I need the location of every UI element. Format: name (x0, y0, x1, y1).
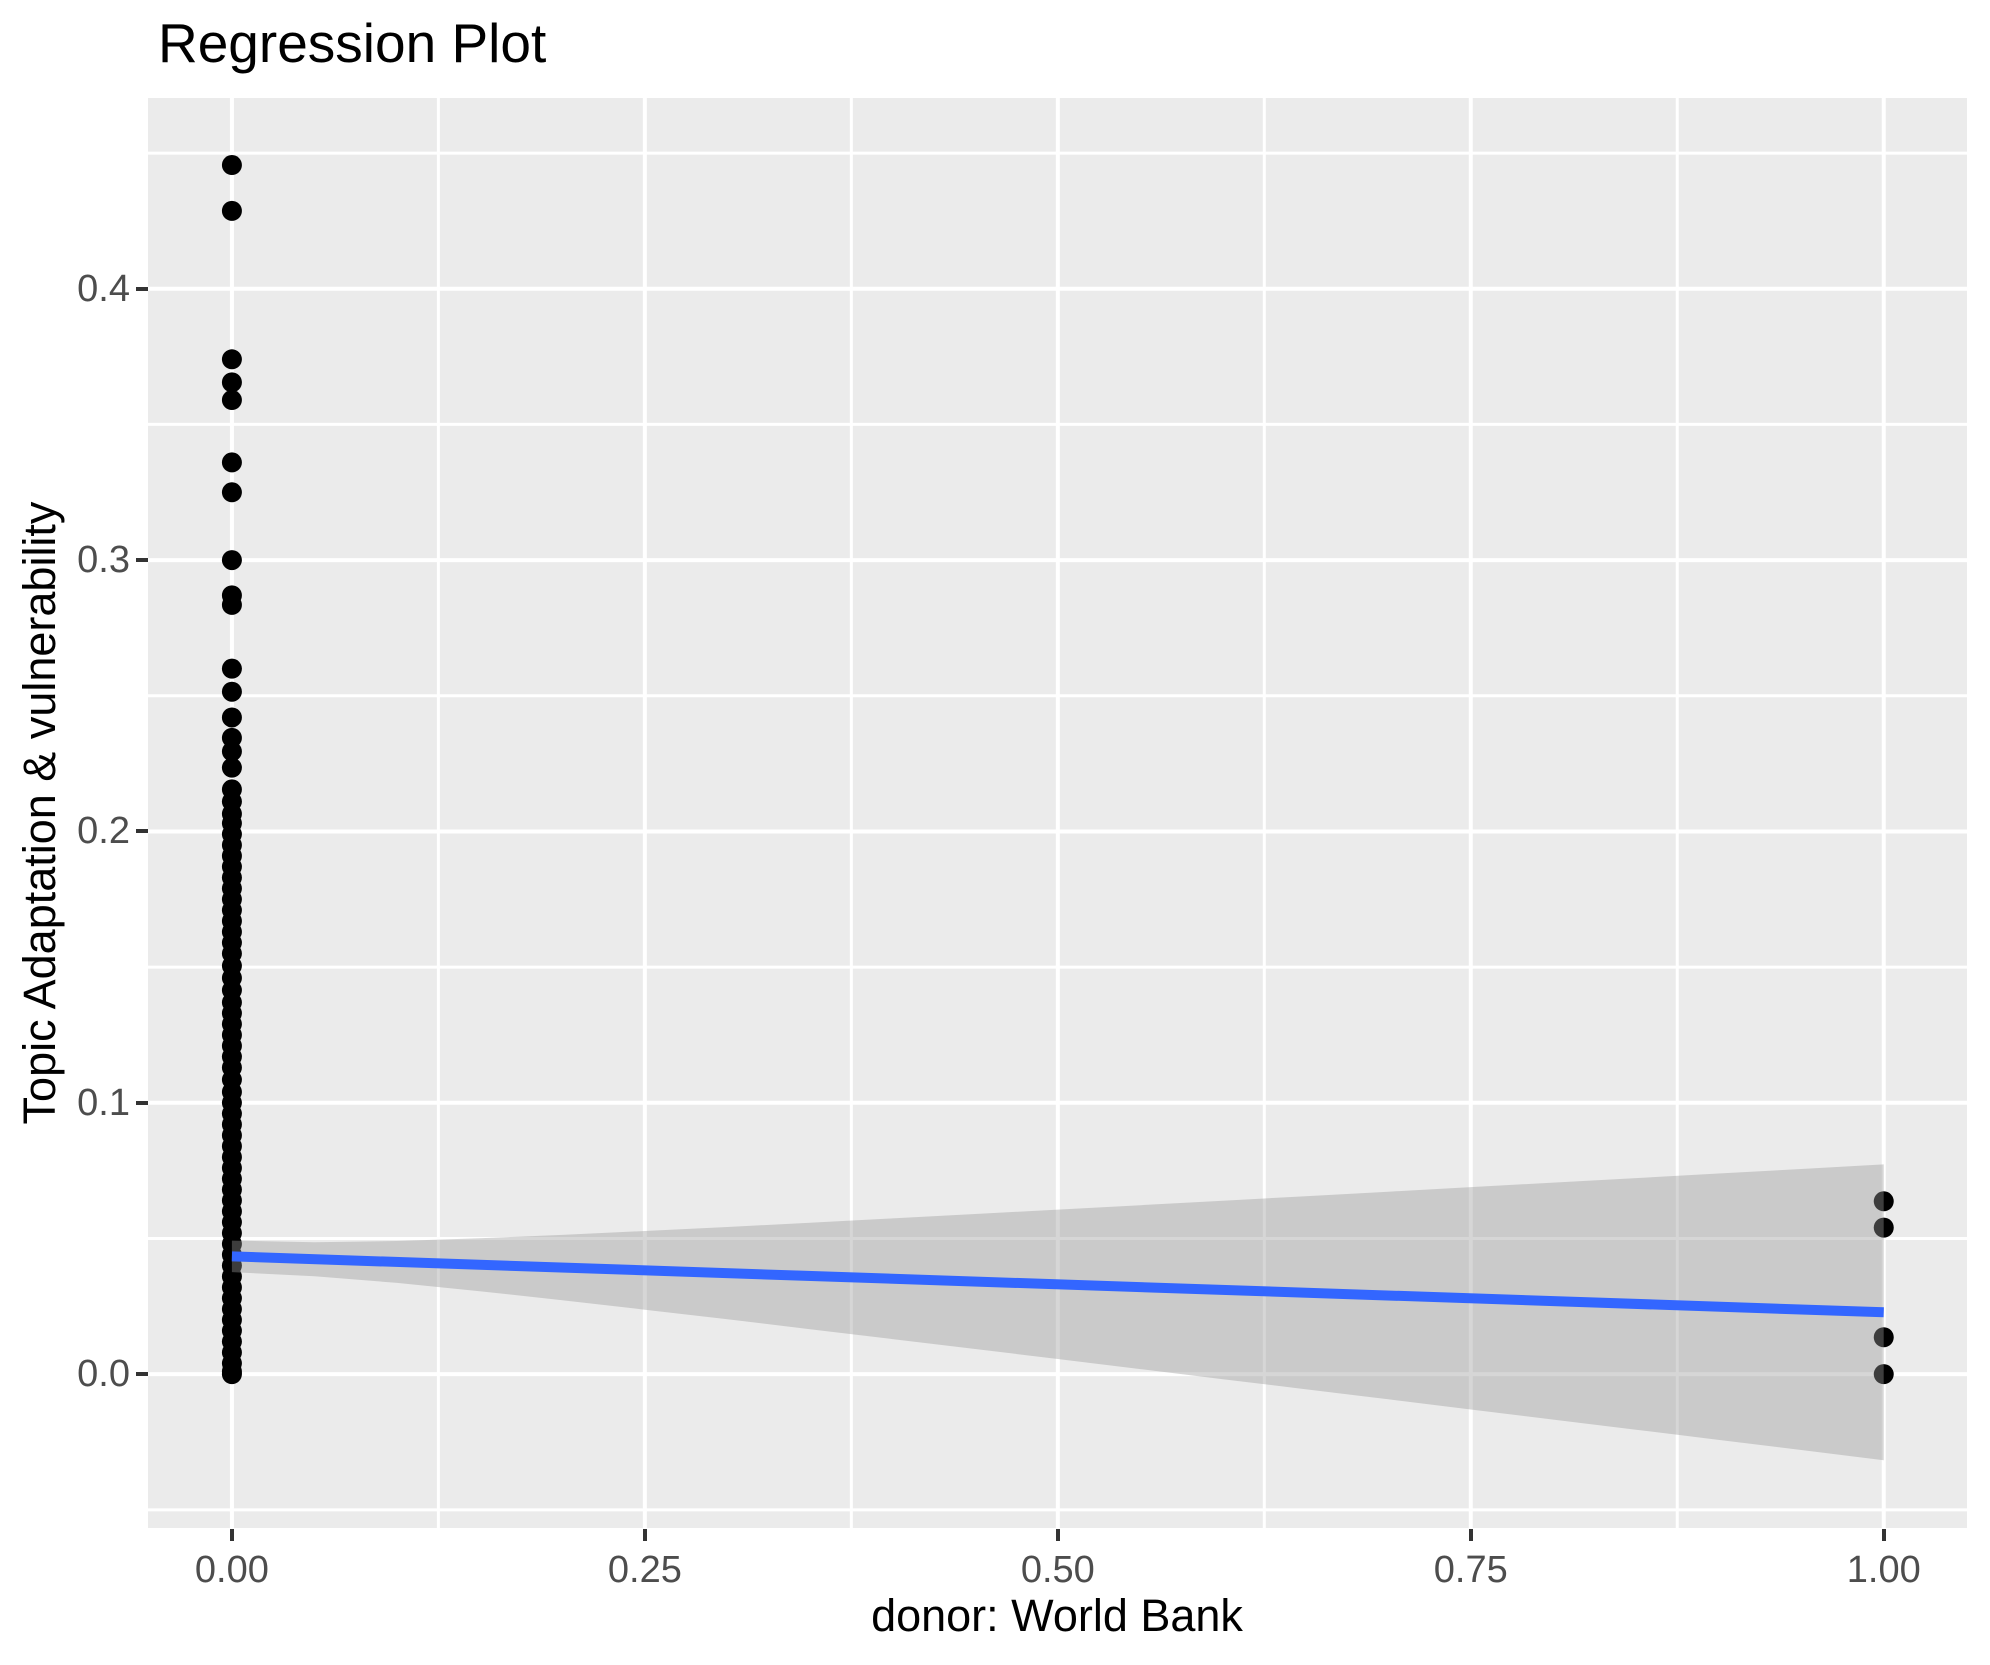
y-tick-mark (136, 1100, 148, 1105)
y-axis-title: Topic Adaptation & vulnerability (14, 501, 65, 1125)
x-tick-mark (642, 1529, 647, 1541)
data-point (221, 594, 242, 615)
regression-line (231, 1251, 1884, 1318)
confidence-ribbon (231, 1164, 1884, 1461)
data-point (1873, 1327, 1894, 1348)
x-tick-mark (1468, 1529, 1473, 1541)
x-tick-mark (229, 1529, 234, 1541)
data-point (1873, 1217, 1894, 1238)
data-point (221, 372, 242, 393)
y-tick-label: 0.2 (77, 810, 130, 853)
x-tick-mark (1055, 1529, 1060, 1541)
data-point (221, 1364, 242, 1385)
plot-title: Regression Plot (158, 12, 547, 74)
plot-canvas (148, 98, 1967, 1528)
x-tick-label: 0.00 (194, 1549, 269, 1591)
data-point (221, 741, 242, 762)
data-point (1873, 1191, 1894, 1212)
data-point (221, 681, 242, 702)
y-tick-label: 0.3 (77, 539, 130, 582)
x-tick-label: 0.50 (1020, 1549, 1095, 1591)
data-point (221, 452, 242, 473)
x-tick-mark (1881, 1529, 1886, 1541)
data-point (221, 155, 242, 176)
data-point (221, 707, 242, 728)
plot-panel (148, 98, 1967, 1528)
data-point (221, 658, 242, 679)
y-tick-mark (136, 829, 148, 834)
data-point (221, 390, 242, 411)
x-tick-label: 0.75 (1433, 1549, 1508, 1591)
x-tick-label: 0.25 (607, 1549, 682, 1591)
data-point (221, 200, 242, 221)
y-tick-mark (136, 558, 148, 563)
y-tick-label: 0.1 (77, 1081, 130, 1124)
data-point (1873, 1364, 1894, 1385)
x-axis-title: donor: World Bank (871, 1590, 1243, 1641)
data-point (221, 349, 242, 370)
y-tick-mark (136, 1372, 148, 1377)
y-tick-mark (136, 286, 148, 291)
y-tick-label: 0.0 (77, 1353, 130, 1396)
y-tick-label: 0.4 (77, 267, 130, 310)
data-point (221, 550, 242, 571)
data-point (221, 482, 242, 503)
data-point (221, 757, 242, 778)
x-tick-label: 1.00 (1846, 1549, 1921, 1591)
